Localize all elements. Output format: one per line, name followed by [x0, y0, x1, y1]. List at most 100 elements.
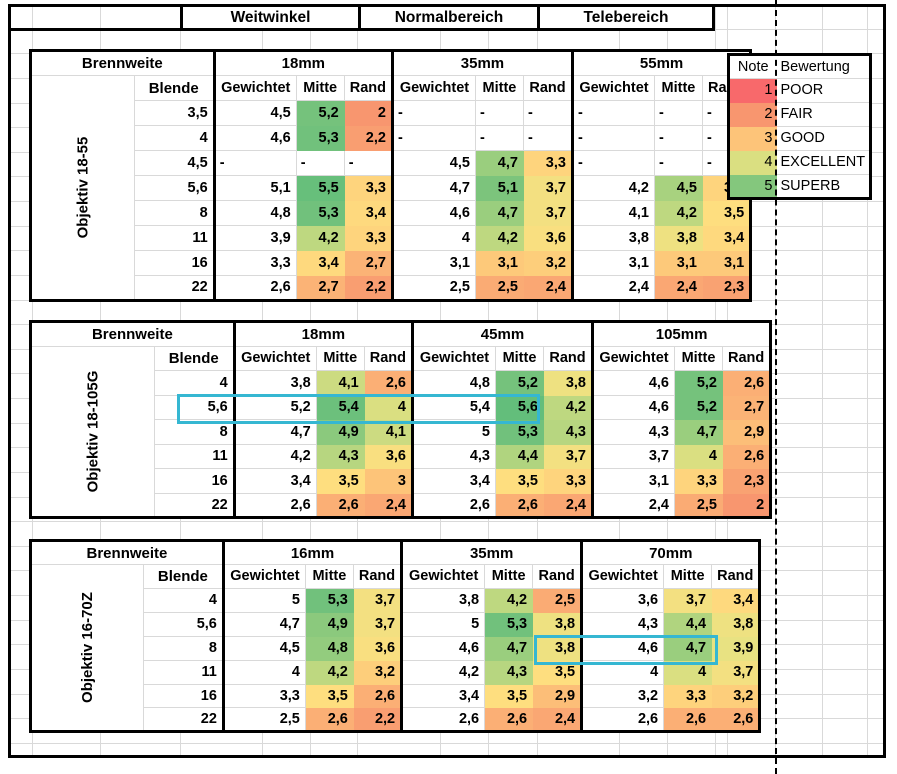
- rating-value-cell[interactable]: 4,5: [223, 636, 306, 661]
- rating-value-cell[interactable]: 4,2: [543, 395, 594, 420]
- empty-value-cell[interactable]: -: [344, 150, 394, 176]
- rating-value-cell[interactable]: 4,7: [663, 636, 713, 661]
- rating-value-cell[interactable]: 3,8: [401, 588, 486, 613]
- rating-value-cell[interactable]: 3,1: [654, 250, 703, 276]
- rating-value-cell[interactable]: 5,6: [495, 395, 544, 420]
- rating-value-cell[interactable]: 2,4: [532, 707, 584, 732]
- rating-value-cell[interactable]: 4,6: [592, 370, 675, 396]
- empty-value-cell[interactable]: -: [392, 100, 476, 126]
- brennweite-header[interactable]: Brennweite: [30, 321, 236, 347]
- rating-value-cell[interactable]: 3,7: [523, 200, 574, 226]
- rating-value-cell[interactable]: 4,7: [475, 150, 524, 176]
- rating-value-cell[interactable]: 4,2: [654, 200, 703, 226]
- mitte-column-header[interactable]: Mitte: [296, 75, 345, 101]
- rating-value-cell[interactable]: 2,6: [364, 370, 414, 396]
- rating-value-cell[interactable]: 5,4: [412, 395, 496, 420]
- rating-value-cell[interactable]: 4,4: [495, 444, 544, 469]
- rating-value-cell[interactable]: 4: [581, 660, 665, 685]
- rating-value-cell[interactable]: 3,5: [495, 468, 544, 494]
- blende-value-cell[interactable]: 22: [134, 275, 216, 301]
- rating-value-cell[interactable]: 4,2: [305, 660, 354, 685]
- rating-value-cell[interactable]: 4: [364, 395, 414, 420]
- rating-value-cell[interactable]: 2,4: [364, 493, 414, 518]
- empty-value-cell[interactable]: -: [572, 125, 655, 151]
- rating-value-cell[interactable]: 2: [722, 493, 772, 518]
- rating-value-cell[interactable]: 2,2: [344, 275, 394, 301]
- blende-value-cell[interactable]: 5,6: [134, 175, 216, 201]
- rating-value-cell[interactable]: 4,3: [592, 419, 675, 445]
- blende-value-cell[interactable]: 4: [143, 588, 225, 613]
- rating-value-cell[interactable]: 4,5: [654, 175, 703, 201]
- rating-value-cell[interactable]: 4: [223, 660, 306, 685]
- rating-value-cell[interactable]: 4,5: [392, 150, 476, 176]
- focal-length-header[interactable]: 35mm: [392, 50, 574, 76]
- rating-value-cell[interactable]: 4,8: [412, 370, 496, 396]
- blende-value-cell[interactable]: 16: [154, 468, 236, 494]
- focal-length-header[interactable]: 18mm: [214, 50, 394, 76]
- focal-length-header[interactable]: 35mm: [401, 540, 584, 565]
- rating-value-cell[interactable]: 4,5: [214, 100, 297, 126]
- rating-value-cell[interactable]: 2,5: [532, 588, 584, 613]
- rating-value-cell[interactable]: 3,3: [674, 468, 723, 494]
- mitte-column-header[interactable]: Mitte: [316, 346, 365, 371]
- rating-value-cell[interactable]: 5: [401, 612, 486, 637]
- rating-value-cell[interactable]: 5,2: [674, 395, 723, 420]
- rating-value-cell[interactable]: 4,1: [364, 419, 414, 445]
- rating-value-cell[interactable]: 3,6: [364, 444, 414, 469]
- rating-value-cell[interactable]: 3,4: [711, 588, 761, 613]
- rand-column-header[interactable]: Rand: [523, 75, 574, 101]
- brennweite-header[interactable]: Brennweite: [30, 50, 216, 76]
- empty-value-cell[interactable]: -: [475, 100, 524, 126]
- rating-value-cell[interactable]: 4,3: [412, 444, 496, 469]
- rating-value-cell[interactable]: 2,4: [654, 275, 703, 301]
- rating-value-cell[interactable]: 3,3: [523, 150, 574, 176]
- rating-value-cell[interactable]: 2,6: [722, 370, 772, 396]
- rating-value-cell[interactable]: 3,1: [392, 250, 476, 276]
- rating-value-cell[interactable]: 3,8: [711, 612, 761, 637]
- rating-value-cell[interactable]: 3,5: [305, 684, 354, 708]
- blende-value-cell[interactable]: 4: [134, 125, 216, 151]
- mitte-column-header[interactable]: Mitte: [495, 346, 544, 371]
- rating-value-cell[interactable]: 3,8: [234, 370, 317, 396]
- rating-value-cell[interactable]: 2,6: [234, 493, 317, 518]
- rating-value-cell[interactable]: 4,3: [484, 660, 534, 685]
- mitte-column-header[interactable]: Mitte: [484, 564, 534, 589]
- rating-value-cell[interactable]: 4,6: [214, 125, 297, 151]
- mitte-column-header[interactable]: Mitte: [475, 75, 524, 101]
- rating-value-cell[interactable]: 4: [392, 225, 476, 251]
- rating-value-cell[interactable]: 3,7: [353, 612, 404, 637]
- rating-value-cell[interactable]: 2,5: [475, 275, 524, 301]
- empty-value-cell[interactable]: -: [475, 125, 524, 151]
- rating-value-cell[interactable]: 2: [344, 100, 394, 126]
- empty-value-cell[interactable]: -: [523, 100, 574, 126]
- rating-value-cell[interactable]: 2,2: [353, 707, 404, 732]
- rating-value-cell[interactable]: 3,1: [572, 250, 655, 276]
- blende-value-cell[interactable]: 16: [143, 684, 225, 708]
- rating-value-cell[interactable]: 3,3: [344, 225, 394, 251]
- gewichtet-column-header[interactable]: Gewichtet: [234, 346, 317, 371]
- rating-value-cell[interactable]: 5,4: [316, 395, 365, 420]
- rating-value-cell[interactable]: 5,2: [234, 395, 317, 420]
- rating-value-cell[interactable]: 4,2: [484, 588, 534, 613]
- rating-value-cell[interactable]: 3,4: [296, 250, 345, 276]
- rating-value-cell[interactable]: 5,5: [296, 175, 345, 201]
- rating-value-cell[interactable]: 3,1: [475, 250, 524, 276]
- blende-value-cell[interactable]: 11: [154, 444, 236, 469]
- rating-value-cell[interactable]: 4,4: [663, 612, 713, 637]
- rating-value-cell[interactable]: 4,6: [401, 636, 486, 661]
- rating-value-cell[interactable]: 3,5: [484, 684, 534, 708]
- rating-value-cell[interactable]: 2,6: [711, 707, 761, 732]
- rating-value-cell[interactable]: 5,1: [214, 175, 297, 201]
- rating-value-cell[interactable]: 2,4: [592, 493, 675, 518]
- rating-value-cell[interactable]: 2,4: [543, 493, 594, 518]
- rating-value-cell[interactable]: 3,6: [353, 636, 404, 661]
- rating-value-cell[interactable]: 2,4: [572, 275, 655, 301]
- rating-value-cell[interactable]: 5,3: [305, 588, 354, 613]
- rating-value-cell[interactable]: 2,9: [532, 684, 584, 708]
- rating-value-cell[interactable]: 2,5: [392, 275, 476, 301]
- gewichtet-column-header[interactable]: Gewichtet: [223, 564, 306, 589]
- rating-value-cell[interactable]: 3,3: [543, 468, 594, 494]
- rating-value-cell[interactable]: 4,7: [674, 419, 723, 445]
- rating-value-cell[interactable]: 5,3: [484, 612, 534, 637]
- empty-value-cell[interactable]: -: [392, 125, 476, 151]
